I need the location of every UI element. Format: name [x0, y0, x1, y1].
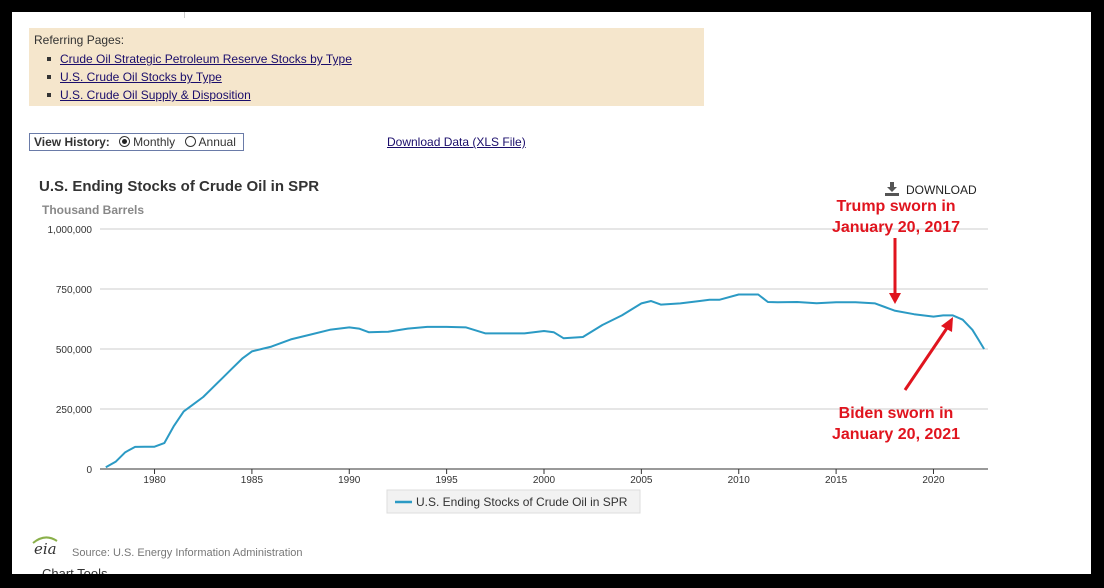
x-tick-label: 1995 — [436, 475, 459, 486]
referring-link-item: Crude Oil Strategic Petroleum Reserve St… — [47, 50, 352, 68]
x-tick-label: 2020 — [922, 475, 945, 486]
monthly-radio[interactable] — [119, 136, 131, 147]
annual-radio[interactable] — [184, 136, 196, 147]
view-history-label: View History: — [34, 135, 110, 149]
y-tick-label: 0 — [86, 465, 92, 476]
annotation-trump-line1: Trump sworn in — [836, 198, 955, 215]
y-tick-label: 500,000 — [56, 345, 93, 356]
referring-pages-box: Referring Pages: Crude Oil Strategic Pet… — [29, 28, 704, 106]
y-tick-label: 250,000 — [56, 405, 93, 416]
download-data-link[interactable]: Download Data (XLS File) — [387, 135, 526, 149]
tab-divider — [184, 12, 185, 18]
download-button[interactable]: DOWNLOAD — [884, 182, 977, 197]
x-tick-label: 1980 — [143, 475, 166, 486]
annotation-biden-arrowhead — [941, 317, 953, 332]
x-tick-label: 2005 — [630, 475, 653, 486]
link-supply-disposition[interactable]: U.S. Crude Oil Supply & Disposition — [60, 88, 251, 102]
annotation-biden-line2: January 20, 2021 — [832, 426, 960, 443]
referring-pages-list: Crude Oil Strategic Petroleum Reserve St… — [47, 50, 352, 104]
chart-svg: Thousand Barrels 0 250,000 500,000 750,000 1,… — [42, 198, 988, 514]
download-icon — [885, 182, 899, 196]
annotation-biden-arrow-shaft — [903, 327, 949, 391]
referring-link-item: U.S. Crude Oil Stocks by Type — [47, 68, 352, 86]
legend-box — [386, 489, 641, 514]
referring-link-item: U.S. Crude Oil Supply & Disposition — [47, 86, 352, 104]
y-tick-label: 1,000,000 — [48, 225, 93, 236]
monthly-label[interactable]: Monthly — [133, 135, 176, 149]
x-tick-label: 2000 — [533, 475, 556, 486]
link-crude-oil-stocks-by-type[interactable]: U.S. Crude Oil Stocks by Type — [60, 70, 222, 84]
annotation-biden-line1: Biden sworn in — [839, 405, 954, 422]
x-tick-label: 1990 — [338, 475, 361, 486]
chart-title: U.S. Ending Stocks of Crude Oil in SPR — [39, 178, 320, 195]
view-history-control: View History: Monthly Annual — [29, 133, 244, 151]
x-tick-label: 2010 — [728, 475, 751, 486]
eia-logo-swoosh — [32, 536, 58, 544]
eia-logo-text: eia — [34, 540, 57, 558]
x-tick-label: 2015 — [825, 475, 848, 486]
referring-pages-title: Referring Pages: — [34, 33, 125, 47]
link-spr-stocks-by-type[interactable]: Crude Oil Strategic Petroleum Reserve St… — [60, 52, 352, 66]
eia-logo: eia — [32, 536, 58, 558]
annotation-trump-arrowhead — [889, 293, 901, 304]
source-note: Source: U.S. Energy Information Administ… — [72, 547, 303, 559]
annotation-trump-line2: January 20, 2017 — [832, 219, 960, 236]
series-line-spr-stocks — [105, 293, 985, 469]
y-tick-label: 750,000 — [56, 285, 93, 296]
chart-tools-link[interactable]: Chart Tools — [42, 566, 108, 574]
page: Referring Pages: Crude Oil Strategic Pet… — [12, 12, 1091, 574]
x-tick-label: 1985 — [241, 475, 264, 486]
download-button-label: DOWNLOAD — [906, 183, 977, 197]
annual-label[interactable]: Annual — [198, 135, 236, 149]
y-axis-label: Thousand Barrels — [42, 203, 144, 217]
legend-label: U.S. Ending Stocks of Crude Oil in SPR — [416, 495, 628, 509]
